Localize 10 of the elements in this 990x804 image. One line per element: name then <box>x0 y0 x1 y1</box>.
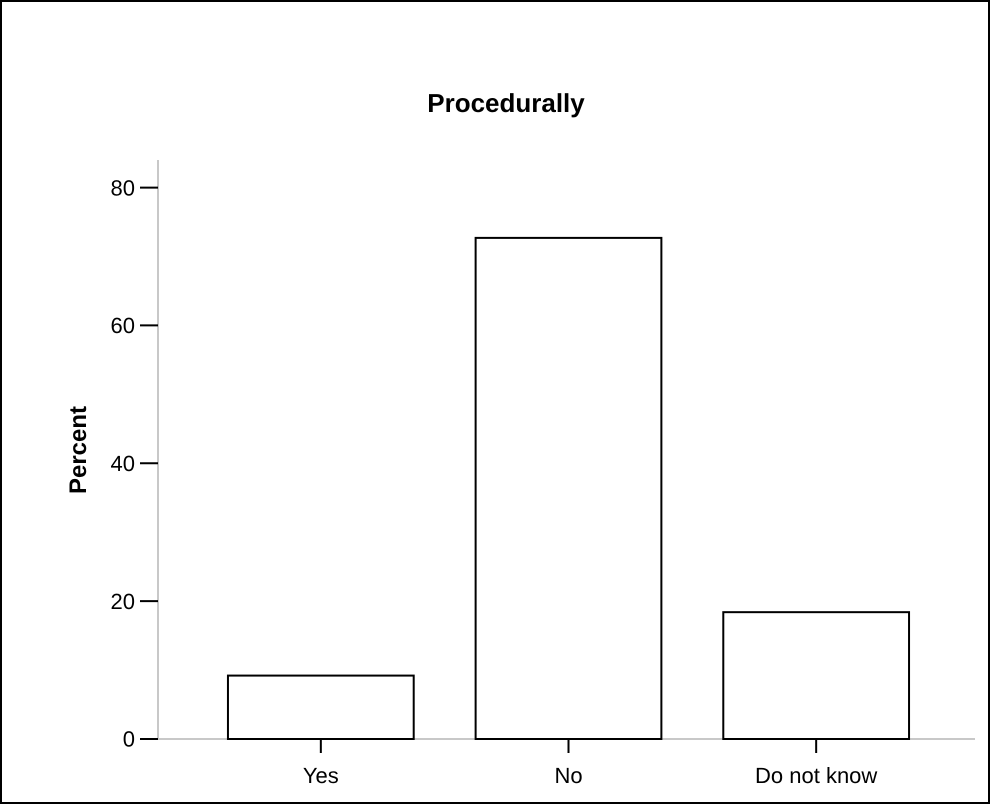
y-axis-title: Percent <box>65 406 92 494</box>
y-tick-label: 20 <box>110 588 135 614</box>
x-tick-label: Yes <box>302 763 339 788</box>
y-tick-label: 40 <box>110 450 135 476</box>
chart-title: Procedurally <box>427 88 586 118</box>
y-tick-label: 0 <box>122 726 135 752</box>
x-tick-label: No <box>554 763 583 788</box>
x-tick-label: Do not know <box>755 763 878 788</box>
y-tick-label: 60 <box>110 313 135 338</box>
y-tick-label: 80 <box>110 175 135 200</box>
